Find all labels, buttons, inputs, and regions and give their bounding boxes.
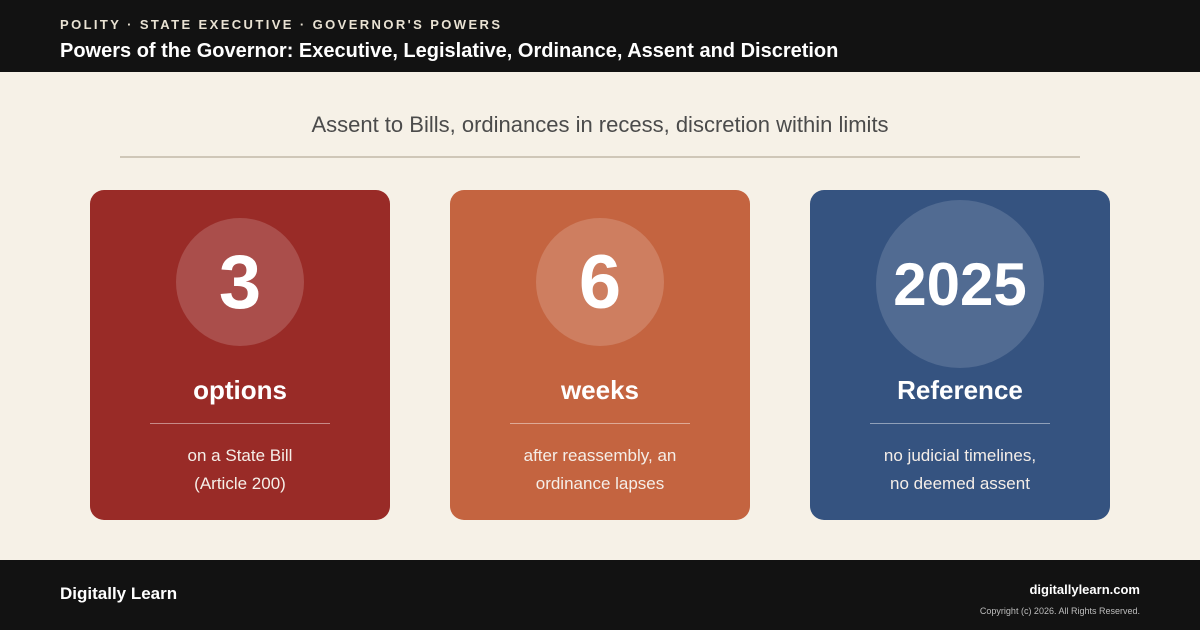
stat-description: on a State Bill (Article 200): [90, 442, 390, 498]
stat-description: after reassembly, an ordinance lapses: [450, 442, 750, 498]
copyright-text: Copyright (c) 2026. All Rights Reserved.: [979, 606, 1140, 616]
card-divider: [150, 423, 330, 424]
stat-value: 3: [176, 218, 304, 346]
brand-name: Digitally Learn: [60, 584, 178, 603]
stat-value: 2025: [876, 200, 1044, 368]
card-divider: [870, 423, 1050, 424]
header-bar: POLITY · STATE EXECUTIVE · GOVERNOR'S PO…: [0, 0, 1200, 72]
divider: [120, 156, 1080, 158]
card-divider: [510, 423, 690, 424]
stat-description-line-1: after reassembly, an: [523, 446, 677, 465]
stat-value: 6: [536, 218, 664, 346]
stat-description-line-2: no deemed assent: [890, 474, 1030, 493]
site-link[interactable]: digitallylearn.com: [1029, 582, 1140, 597]
stat-unit: weeks: [560, 375, 640, 405]
stat-description: no judicial timelines, no deemed assent: [810, 442, 1110, 498]
page-title: Powers of the Governor: Executive, Legis…: [60, 40, 839, 62]
stat-unit: Reference: [897, 375, 1023, 405]
stat-card-weeks: 6 weeks after reassembly, an ordinance l…: [450, 190, 750, 520]
stat-description-line-2: ordinance lapses: [535, 474, 665, 493]
stat-description-line-1: no judicial timelines,: [883, 446, 1037, 465]
subtitle: Assent to Bills, ordinances in recess, d…: [311, 112, 889, 137]
stat-description-line-2: (Article 200): [194, 474, 286, 493]
stat-description-line-1: on a State Bill: [187, 446, 293, 465]
stat-unit: options: [193, 375, 287, 405]
eyebrow-text: POLITY · STATE EXECUTIVE · GOVERNOR'S PO…: [60, 17, 503, 32]
stat-card-reference: 2025 Reference no judicial timelines, no…: [810, 190, 1110, 520]
footer-bar: Digitally Learn digitallylearn.com Copyr…: [0, 560, 1200, 630]
stat-card-options: 3 options on a State Bill (Article 200): [90, 190, 390, 520]
